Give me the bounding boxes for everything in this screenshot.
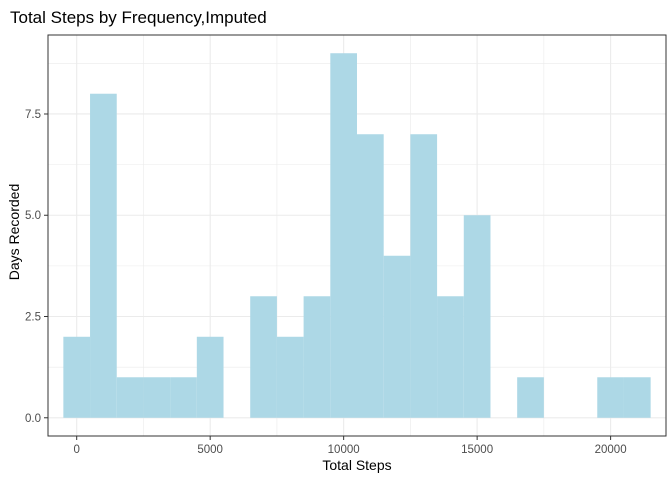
x-tick-label: 15000 [461,444,493,456]
histogram-bar [517,377,544,418]
histogram-bar [330,53,357,418]
histogram-bar [437,296,464,418]
y-axis-label: Days Recorded [6,184,22,281]
histogram-bar [276,336,304,418]
y-tick-label: 7.5 [25,109,41,121]
histogram-bar [303,296,331,418]
histogram-bar [463,215,491,418]
chart-title: Total Steps by Frequency,Imputed [10,8,267,27]
histogram-bar [623,377,651,418]
histogram-bar [250,296,277,418]
y-tick-label: 2.5 [25,312,41,324]
x-axis-ticks: 0 5000 10000 15000 20000 [73,436,627,456]
x-tick-label: 0 [73,444,79,456]
histogram-bar [170,377,197,418]
histogram-bar [410,134,438,418]
panel-border [47,34,667,437]
histogram-bars [63,53,651,418]
histogram-bar [383,255,411,418]
histogram-bar [196,336,224,418]
histogram-bar [357,134,384,418]
x-axis-label: Total Steps [322,457,391,473]
x-tick-label: 20000 [595,444,627,456]
histogram-bar [90,93,117,418]
histogram-bar [116,377,144,418]
y-tick-label: 5.0 [25,210,41,222]
histogram-bar [597,377,624,418]
x-tick-label: 5000 [197,444,223,456]
histogram-bar [143,377,171,418]
y-tick-label: 0.0 [25,413,41,425]
x-tick-label: 10000 [328,444,360,456]
histogram-bar [63,336,91,418]
y-axis-ticks: 0.0 2.5 5.0 7.5 [25,109,48,425]
